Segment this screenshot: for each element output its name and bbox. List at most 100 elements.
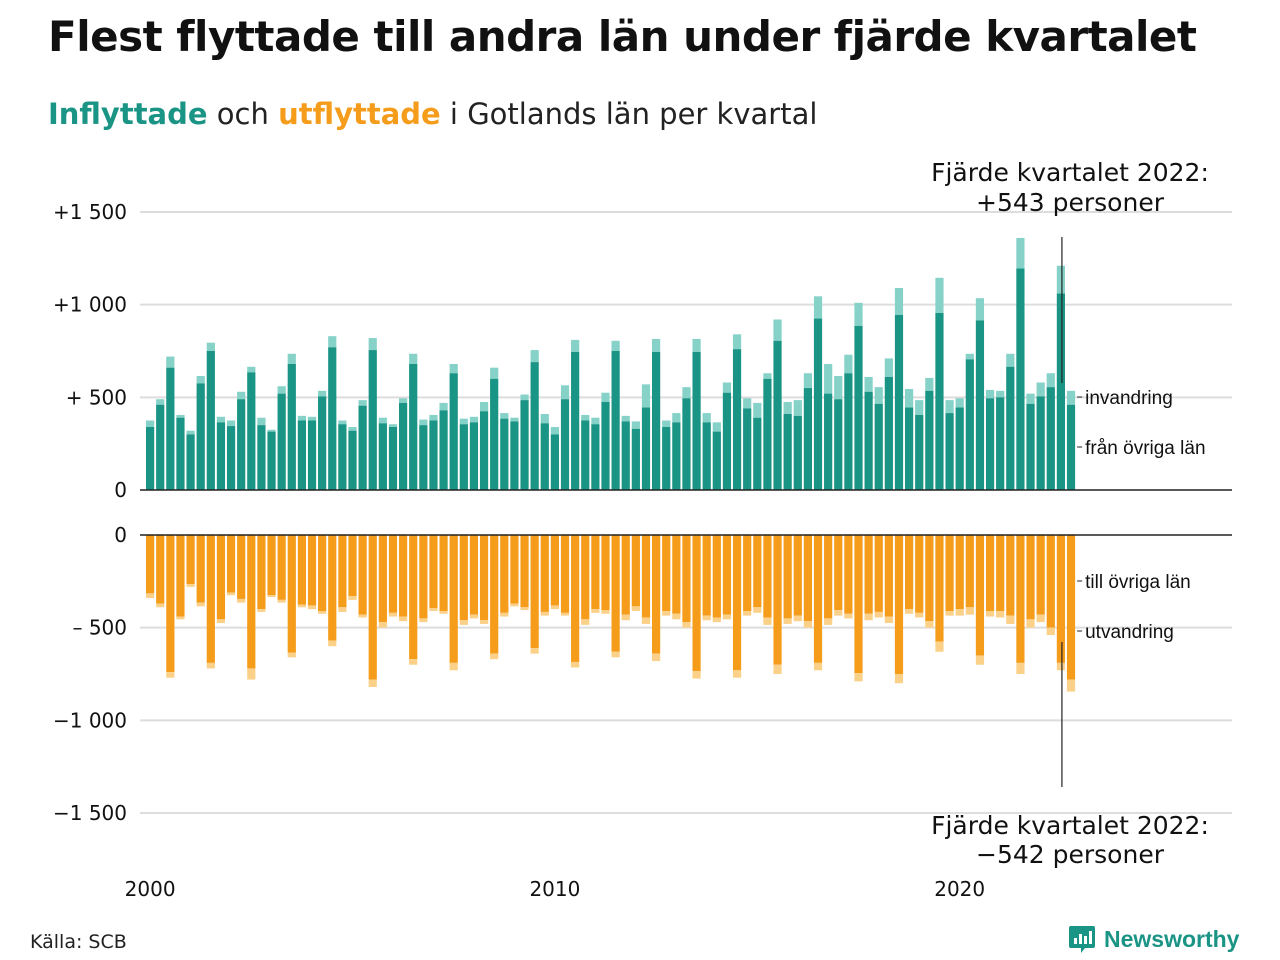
bar-utvandring (672, 613, 681, 620)
bar-invandring (449, 363, 458, 374)
y-tick-label: −1 000 (53, 708, 127, 732)
bar-till-ovriga-lan (793, 535, 802, 616)
bar-till-ovriga-lan (702, 535, 711, 616)
bar-utvandring (571, 661, 580, 668)
bar-till-ovriga-lan (773, 535, 782, 665)
bar-fran-ovriga-lan (844, 373, 853, 490)
bar-invandring (824, 363, 833, 394)
bar-utvandring (844, 613, 853, 619)
bar-fran-ovriga-lan (550, 434, 559, 490)
bar-fran-ovriga-lan (409, 363, 418, 490)
bar-fran-ovriga-lan (915, 414, 924, 490)
bar-invandring (267, 429, 276, 432)
newsworthy-logo-icon (1069, 926, 1095, 953)
bar-till-ovriga-lan (803, 535, 812, 622)
bar-fran-ovriga-lan (277, 393, 286, 490)
bar-fran-ovriga-lan (935, 313, 944, 490)
bar-utvandring (1016, 662, 1025, 674)
bar-fran-ovriga-lan (905, 407, 914, 490)
bar-invandring (834, 376, 843, 400)
bar-till-ovriga-lan (824, 535, 833, 619)
bar-utvandring (864, 613, 873, 621)
x-tick-label: 2020 (934, 877, 985, 901)
bar-utvandring (166, 672, 175, 678)
bar-fran-ovriga-lan (510, 421, 519, 490)
bar-utvandring (763, 617, 772, 625)
bar-utvandring (378, 622, 387, 628)
bar-till-ovriga-lan (631, 535, 640, 607)
bar-invandring (884, 358, 893, 377)
bar-fran-ovriga-lan (591, 424, 600, 490)
bar-till-ovriga-lan (176, 535, 185, 617)
bar-till-ovriga-lan (186, 535, 195, 585)
bar-till-ovriga-lan (449, 535, 458, 663)
bar-till-ovriga-lan (459, 535, 468, 621)
bar-invandring (277, 386, 286, 394)
bar-utvandring (884, 616, 893, 624)
bar-till-ovriga-lan (237, 535, 246, 599)
bar-invandring (682, 387, 691, 399)
bar-utvandring (287, 652, 296, 658)
bar-fran-ovriga-lan (773, 340, 782, 490)
bar-till-ovriga-lan (783, 535, 792, 619)
bar-till-ovriga-lan (226, 535, 236, 593)
bar-fran-ovriga-lan (611, 351, 620, 490)
bar-fran-ovriga-lan (732, 349, 742, 490)
bar-till-ovriga-lan (520, 535, 529, 608)
y-tick-label: + 500 (66, 385, 127, 409)
y-tick-label: – 500 (72, 616, 127, 640)
bar-utvandring (631, 606, 640, 611)
bar-till-ovriga-lan (530, 535, 539, 649)
series-label: från övriga län (1085, 438, 1205, 459)
bar-till-ovriga-lan (1066, 535, 1076, 680)
bar-fran-ovriga-lan (763, 378, 772, 490)
bar-fran-ovriga-lan (388, 426, 398, 490)
bar-till-ovriga-lan (297, 535, 306, 605)
subtitle-rest: i Gotlands län per kvartal (440, 97, 818, 131)
bar-utvandring (803, 621, 812, 628)
bar-utvandring (621, 614, 630, 621)
bar-utvandring (611, 651, 620, 658)
bar-utvandring (449, 662, 458, 671)
bar-fran-ovriga-lan (884, 376, 893, 490)
bar-utvandring (874, 611, 883, 618)
bar-till-ovriga-lan (216, 535, 226, 620)
bar-fran-ovriga-lan (368, 350, 377, 490)
bar-invandring (368, 338, 377, 351)
bar-till-ovriga-lan (409, 535, 418, 660)
bar-till-ovriga-lan (732, 535, 742, 671)
bar-till-ovriga-lan (479, 535, 489, 621)
bar-invandring (358, 400, 367, 406)
bar-utvandring (510, 603, 519, 607)
bar-till-ovriga-lan (763, 535, 772, 618)
bar-utvandring (783, 618, 792, 624)
series-label: utvandring (1085, 622, 1174, 643)
bar-utvandring (652, 653, 661, 662)
bar-utvandring (540, 611, 549, 616)
subtitle-och: och (207, 97, 279, 131)
bar-till-ovriga-lan (834, 535, 843, 611)
bar-till-ovriga-lan (358, 535, 367, 615)
bar-invandring (399, 398, 408, 403)
bar-invandring (621, 415, 630, 422)
bar-till-ovriga-lan (1006, 535, 1015, 616)
bar-invandring (955, 398, 964, 408)
bar-invandring (996, 390, 1005, 398)
bar-till-ovriga-lan (1046, 535, 1055, 628)
bar-utvandring (915, 612, 924, 618)
bar-fran-ovriga-lan (965, 359, 974, 490)
bar-till-ovriga-lan (925, 535, 934, 622)
bar-invandring (469, 416, 479, 423)
bar-utvandring (469, 614, 479, 619)
bar-fran-ovriga-lan (1016, 268, 1025, 490)
bar-fran-ovriga-lan (530, 362, 539, 490)
bar-utvandring (1046, 627, 1055, 636)
bar-till-ovriga-lan (955, 535, 964, 610)
bar-utvandring (479, 620, 489, 624)
source-note: Källa: SCB (30, 931, 127, 953)
bar-till-ovriga-lan (945, 535, 954, 611)
bar-invandring (419, 419, 428, 426)
bar-fran-ovriga-lan (287, 363, 296, 490)
bar-fran-ovriga-lan (1006, 366, 1015, 490)
bar-till-ovriga-lan (662, 535, 671, 611)
